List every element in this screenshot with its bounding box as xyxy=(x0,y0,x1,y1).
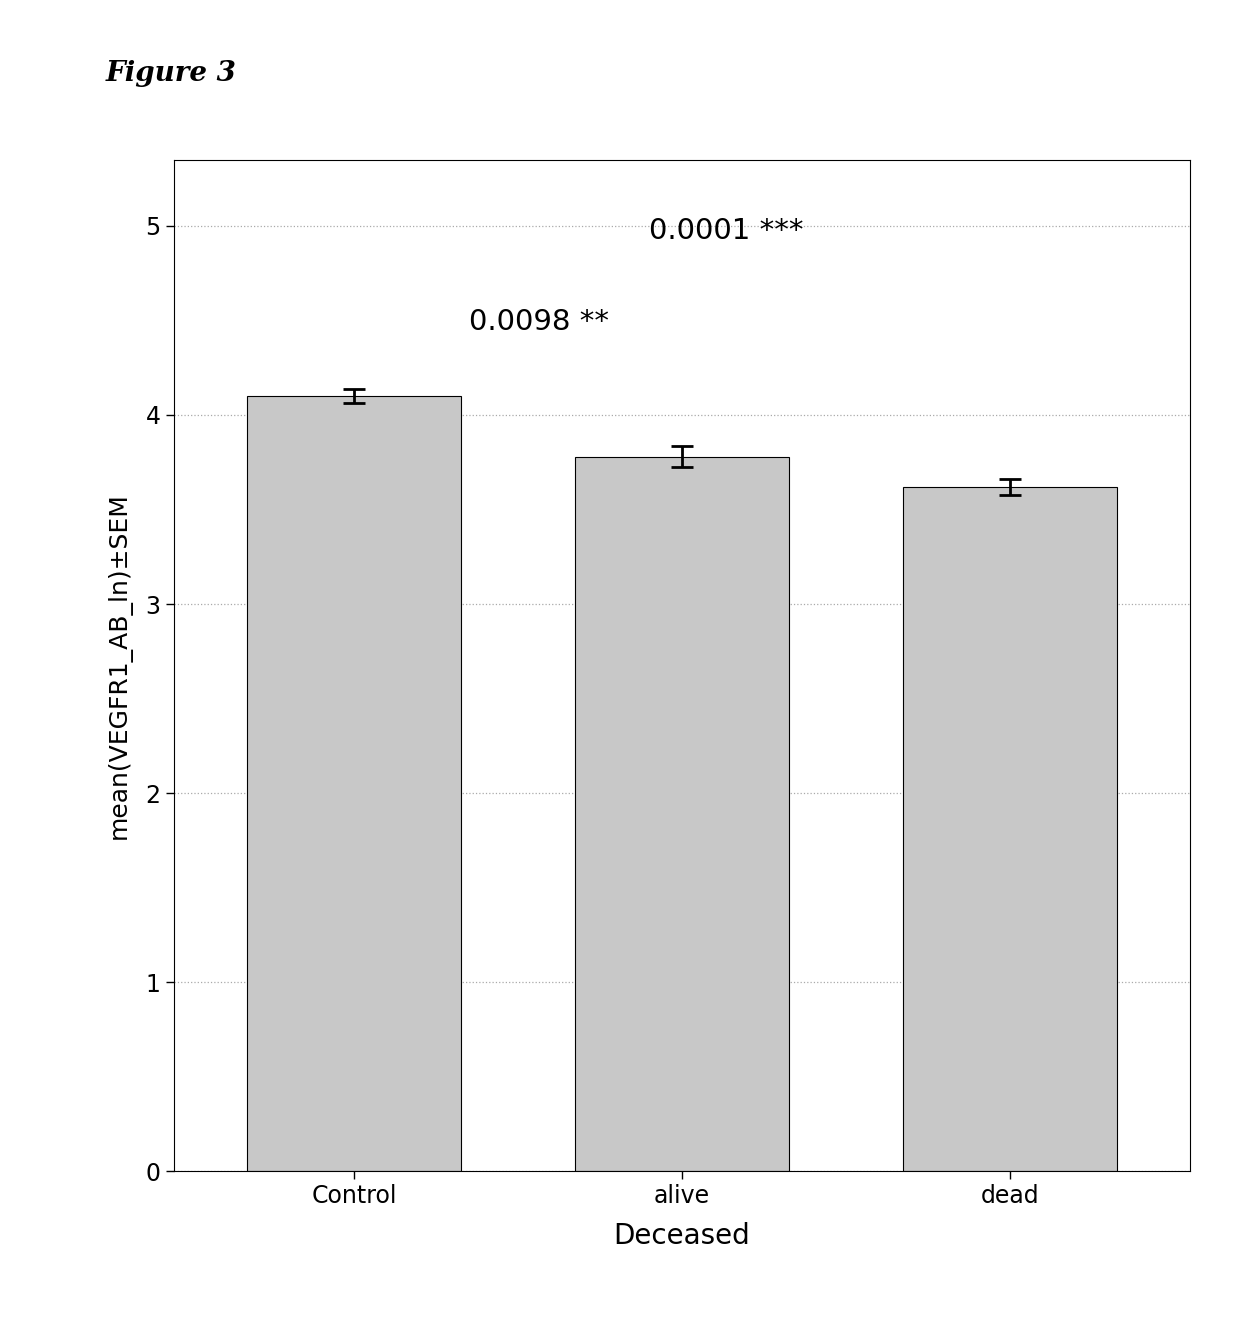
Text: 0.0098 **: 0.0098 ** xyxy=(469,307,609,335)
Bar xyxy=(248,397,460,1171)
Text: 0.0001 ***: 0.0001 *** xyxy=(650,217,804,245)
Bar xyxy=(575,457,789,1171)
Text: Figure 3: Figure 3 xyxy=(105,60,237,87)
Bar xyxy=(904,487,1116,1171)
X-axis label: Deceased: Deceased xyxy=(614,1222,750,1250)
Y-axis label: mean(VEGFR1_AB_ln)±SEM: mean(VEGFR1_AB_ln)±SEM xyxy=(107,492,131,839)
